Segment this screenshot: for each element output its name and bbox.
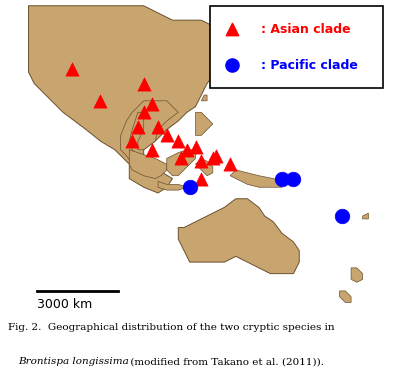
Point	[163, 132, 170, 138]
Point	[198, 176, 205, 182]
Point	[129, 138, 136, 144]
Text: 3000 km: 3000 km	[37, 298, 93, 311]
Point	[141, 109, 147, 115]
Point	[155, 124, 161, 130]
Polygon shape	[230, 170, 282, 187]
Point	[279, 176, 285, 182]
Text: (modified from Takano et al. (2011)).: (modified from Takano et al. (2011)).	[127, 357, 324, 366]
Point	[339, 213, 346, 219]
Point	[227, 161, 234, 167]
Point	[212, 153, 219, 159]
Point	[135, 124, 141, 130]
Polygon shape	[28, 6, 244, 193]
Polygon shape	[121, 101, 178, 164]
Polygon shape	[196, 112, 213, 135]
FancyBboxPatch shape	[210, 6, 383, 88]
Polygon shape	[167, 150, 196, 176]
Point	[198, 158, 205, 164]
Point	[149, 147, 156, 153]
Text: Fig. 2.  Geographical distribution of the two cryptic species in: Fig. 2. Geographical distribution of the…	[8, 323, 335, 332]
Point	[192, 144, 199, 150]
Point	[186, 184, 193, 190]
Polygon shape	[201, 95, 207, 101]
Point	[183, 147, 190, 153]
Point	[68, 66, 75, 72]
Polygon shape	[129, 150, 167, 179]
Polygon shape	[230, 38, 265, 72]
Text: : Pacific clade: : Pacific clade	[261, 59, 358, 71]
Point	[178, 155, 184, 161]
Polygon shape	[178, 199, 299, 274]
Point	[97, 98, 104, 104]
Text: : Asian clade: : Asian clade	[261, 23, 350, 36]
Polygon shape	[196, 158, 213, 176]
Point	[209, 155, 216, 161]
Polygon shape	[363, 213, 368, 219]
Point	[149, 101, 156, 107]
Polygon shape	[351, 268, 363, 282]
Polygon shape	[158, 182, 187, 190]
Polygon shape	[339, 291, 351, 302]
Text: Brontispa longissima: Brontispa longissima	[18, 357, 129, 366]
Point	[175, 138, 181, 144]
Point	[290, 176, 297, 182]
Point	[141, 80, 147, 86]
